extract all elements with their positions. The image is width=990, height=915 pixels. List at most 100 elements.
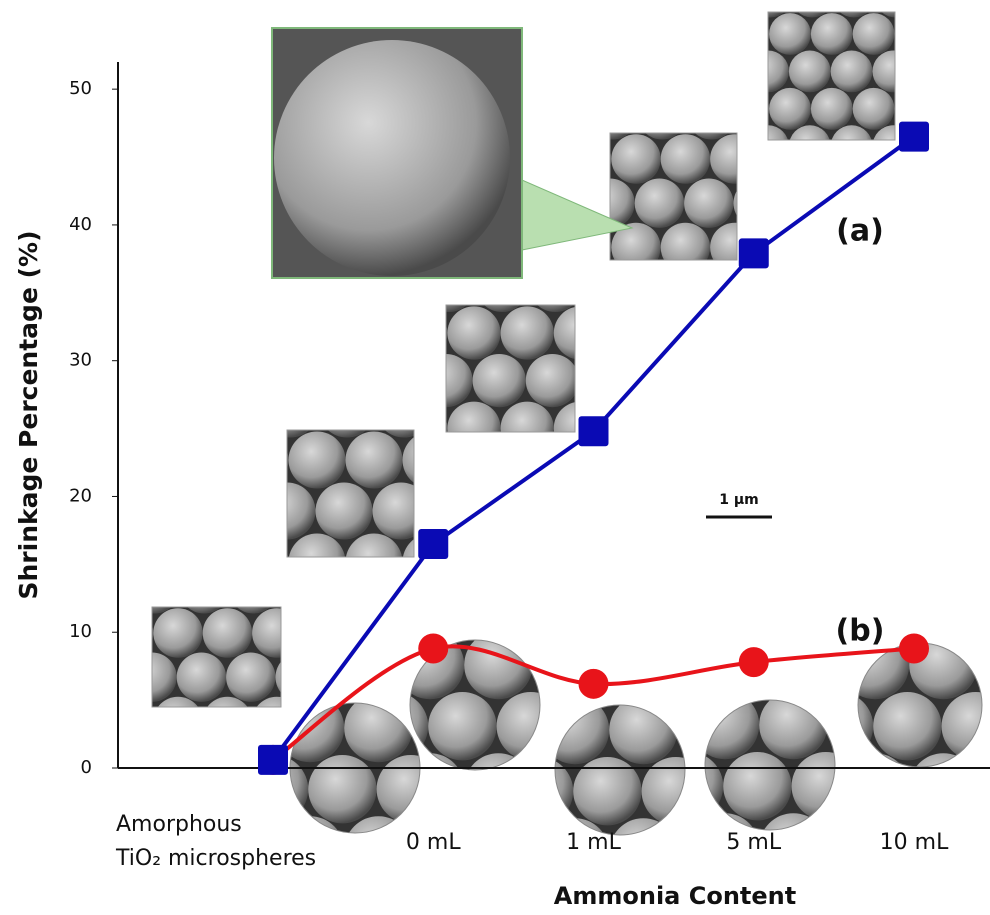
sphere (262, 381, 319, 438)
micrograph (708, 0, 957, 205)
sphere (945, 570, 990, 638)
sphere (909, 753, 977, 821)
sphere (853, 13, 895, 55)
sphere (691, 691, 759, 759)
series-label: (b) (836, 614, 885, 649)
y-axis-label: Shrinkage Percentage (%) (14, 230, 43, 599)
sphere (179, 564, 228, 613)
sphere (873, 692, 941, 760)
sphere (473, 354, 526, 407)
sphere (978, 753, 990, 821)
sphere (232, 432, 289, 489)
sphere (740, 570, 808, 638)
sphere (153, 697, 202, 746)
sphere (792, 752, 860, 820)
sphere (635, 179, 684, 228)
sphere (430, 585, 487, 642)
sphere (464, 753, 532, 821)
sphere (727, 13, 769, 55)
sphere (772, 631, 840, 699)
sphere (541, 696, 609, 764)
sphere (539, 90, 588, 139)
sphere (526, 354, 579, 407)
sphere (346, 432, 403, 489)
sphere (760, 134, 809, 183)
micrograph-content (708, 0, 957, 205)
sphere (500, 570, 568, 638)
sphere (428, 692, 496, 760)
sphere (289, 432, 346, 489)
sphere (203, 608, 252, 657)
marker (739, 647, 769, 677)
sphere (460, 432, 517, 489)
sphere (229, 564, 278, 613)
sphere (769, 88, 811, 130)
sphere (831, 51, 873, 93)
sphere (853, 88, 895, 130)
sphere (687, 90, 736, 139)
sphere (394, 306, 447, 359)
sphere (308, 755, 376, 823)
sphere (554, 306, 607, 359)
sphere (344, 694, 412, 762)
sphere (582, 259, 635, 312)
y-tick-label: 50 (69, 78, 92, 99)
sphere (130, 564, 179, 613)
sphere (811, 13, 853, 55)
sphere (684, 179, 733, 228)
marker (579, 669, 609, 699)
marker (899, 122, 929, 152)
sphere (661, 223, 710, 272)
sphere (783, 267, 832, 316)
sphere (529, 259, 582, 312)
sphere (769, 163, 811, 205)
marker (739, 238, 769, 268)
x-axis-label: Ammonia Content (554, 882, 796, 910)
chart: Shrinkage Percentage (%) Ammonia Content… (0, 0, 990, 915)
sphere (853, 163, 895, 205)
sphere (363, 570, 431, 638)
series-label: (a) (836, 214, 884, 249)
sphere (289, 534, 346, 591)
sphere (727, 88, 769, 130)
sphere (153, 608, 202, 657)
sphere (104, 608, 153, 657)
sphere (585, 267, 634, 316)
figure: Shrinkage Percentage (%) Ammonia Content… (0, 0, 990, 915)
sphere (759, 691, 827, 759)
sphere (81, 564, 130, 613)
sphere (226, 653, 275, 702)
sphere (811, 88, 853, 130)
sphere (661, 134, 710, 183)
marker (418, 634, 448, 664)
sphere (403, 432, 460, 489)
x-tick-label: 0 mL (373, 826, 493, 860)
sphere (562, 134, 611, 183)
marker (418, 529, 448, 559)
marker (579, 416, 609, 446)
sphere (473, 449, 526, 502)
sphere (232, 534, 289, 591)
sphere (432, 570, 500, 638)
sphere (487, 483, 544, 540)
y-tick-label: 0 (81, 757, 92, 778)
zoom-sphere (274, 40, 510, 276)
x-tick-label: 10 mL (854, 826, 974, 860)
sphere (278, 564, 327, 613)
scale-label: 1 μm (719, 492, 759, 508)
sphere (526, 449, 579, 502)
sphere (460, 534, 517, 591)
sphere (316, 483, 373, 540)
x-tick-label: 5 mL (694, 826, 814, 860)
sphere (723, 752, 791, 820)
sphere (501, 306, 554, 359)
x-tick-label: 1 mL (534, 826, 654, 860)
sphere (658, 630, 726, 698)
y-tick-label: 20 (69, 485, 92, 506)
sphere (447, 306, 500, 359)
sphere (609, 696, 677, 764)
sphere (276, 653, 325, 702)
sphere (501, 402, 554, 455)
marker (258, 745, 288, 775)
sphere (203, 697, 252, 746)
